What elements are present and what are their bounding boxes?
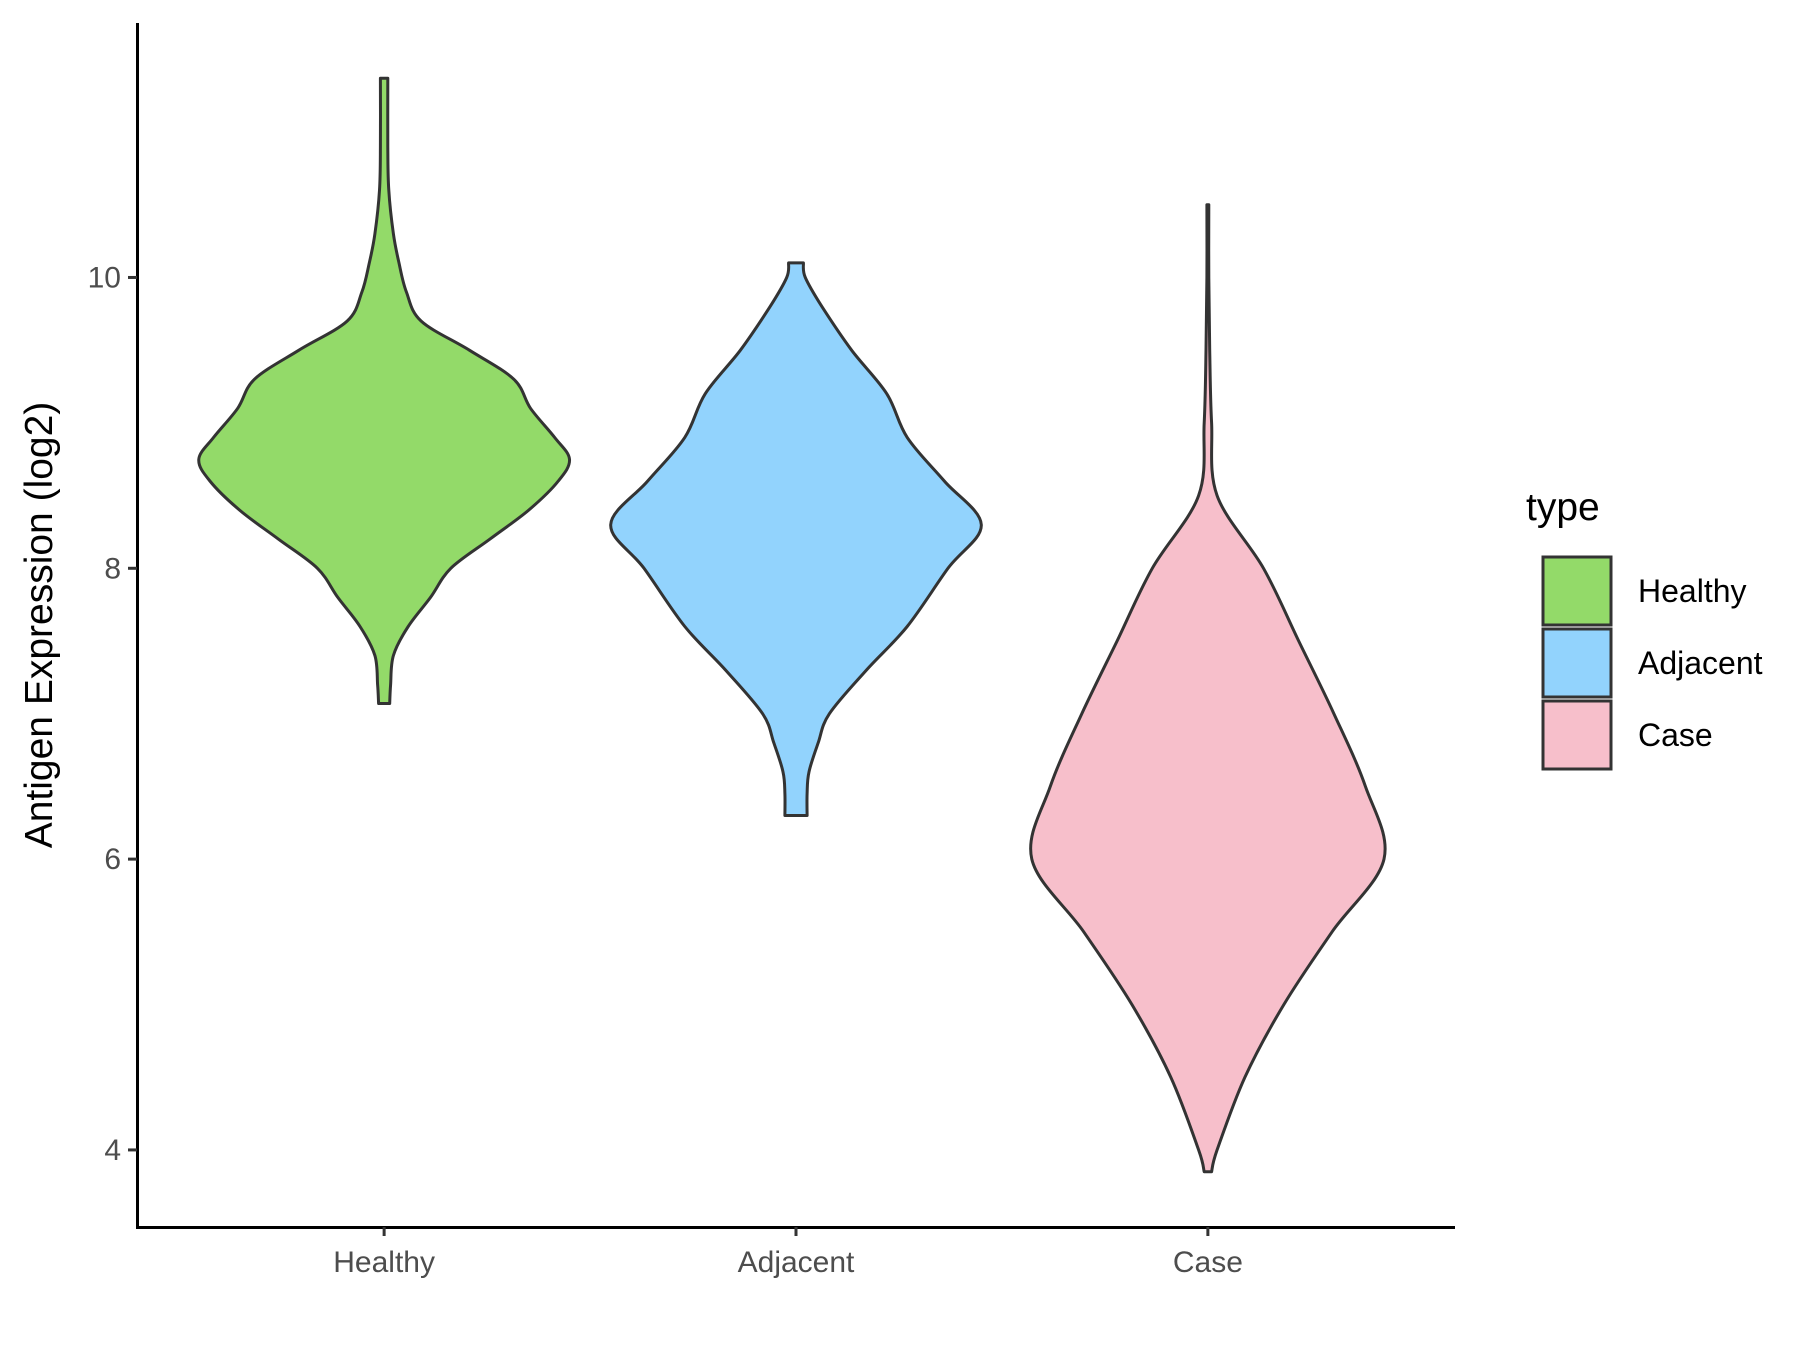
- violin-case: [1029, 203, 1387, 1174]
- y-tick-label: 4: [104, 1134, 121, 1167]
- y-tick-label: 6: [104, 843, 121, 876]
- y-ticks-layer: 4 6 8 10: [88, 261, 137, 1167]
- legend-swatch-case: [1541, 699, 1613, 771]
- legend-items: Healthy Adjacent Case: [1541, 555, 1763, 771]
- legend-label-case: Case: [1638, 717, 1713, 753]
- y-tick-label: 10: [88, 261, 121, 294]
- y-axis-title: Antigen Expression (log2): [18, 402, 61, 849]
- violin-adjacent: [609, 261, 983, 817]
- x-tick-label: Case: [1173, 1246, 1243, 1279]
- legend-swatch-healthy: [1541, 555, 1613, 627]
- y-tick-label: 8: [104, 552, 121, 585]
- legend-label-healthy: Healthy: [1638, 573, 1747, 609]
- legend-label-adjacent: Adjacent: [1638, 645, 1763, 681]
- legend-title: type: [1526, 486, 1600, 529]
- violin-healthy: [197, 76, 572, 705]
- x-tick-label: Adjacent: [738, 1246, 855, 1279]
- x-ticks-layer: Healthy Adjacent Case: [333, 1227, 1243, 1279]
- violins-layer: [197, 76, 1387, 1174]
- x-tick-label: Healthy: [333, 1246, 435, 1279]
- legend-swatch-adjacent: [1541, 627, 1613, 699]
- legend: type Healthy Adjacent Case: [1526, 486, 1763, 771]
